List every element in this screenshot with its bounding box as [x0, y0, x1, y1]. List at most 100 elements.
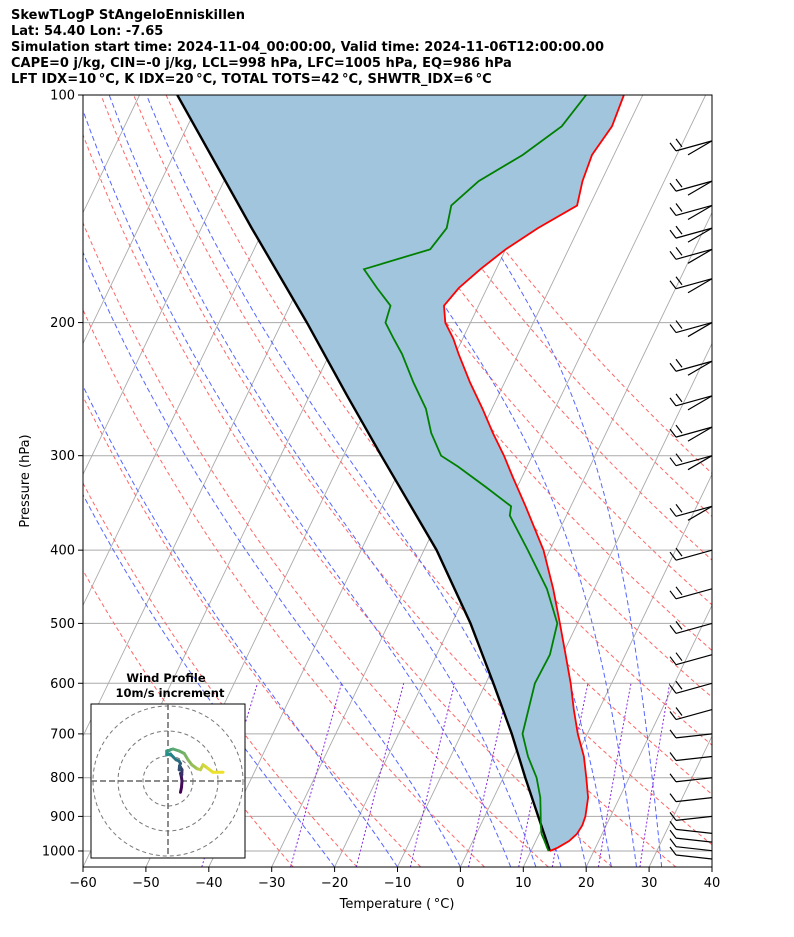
dry-adiabat	[296, 95, 712, 606]
wind-barb-flag	[675, 358, 683, 368]
y-tick-label: 400	[50, 544, 75, 559]
wind-barb-flag	[669, 324, 677, 333]
wind-barb-flag	[669, 362, 677, 372]
wind-barb-flag	[675, 680, 683, 690]
y-tick-label: 500	[50, 617, 75, 632]
dry-adiabat	[83, 482, 358, 867]
wind-barb	[669, 138, 713, 156]
wind-barb	[669, 829, 713, 843]
wind-barb	[669, 812, 713, 821]
wind-barb-staff	[675, 360, 713, 372]
dry-adiabat	[393, 95, 712, 475]
y-tick-label: 100	[50, 89, 75, 104]
y-tick-label: 300	[50, 449, 75, 464]
wind-barb-flag	[675, 246, 683, 256]
wind-barb-flag	[675, 652, 683, 662]
mixing-ratio-line	[409, 683, 456, 867]
wind-barb-staff	[675, 588, 713, 600]
mixing-ratio-line	[290, 683, 343, 867]
wind-barb-staff	[675, 278, 713, 290]
x-tick-label: −40	[195, 876, 222, 891]
wind-barb-staff	[675, 854, 713, 860]
wind-barb	[669, 846, 713, 860]
wind-barb	[669, 178, 713, 196]
wind-barb-staff	[675, 321, 713, 334]
wind-barb-staff	[675, 549, 713, 561]
wind-barb-flag	[669, 457, 677, 467]
wind-barb-flag	[669, 229, 677, 239]
x-tick-label: 10	[515, 876, 532, 891]
wind-barb	[669, 621, 713, 634]
wind-barb-staff	[675, 248, 713, 260]
wind-barb-staff	[675, 395, 713, 407]
wind-barb-flag	[669, 729, 677, 739]
wind-barb	[669, 276, 713, 294]
x-tick-label: −20	[321, 876, 348, 891]
wind-barb-staff	[675, 140, 713, 152]
isotherm-line	[397, 211, 712, 867]
simulation-times: Simulation start time: 2024-11-04_00:00:…	[11, 40, 604, 55]
wind-barb-flag	[675, 320, 683, 329]
wind-barb-flag	[675, 503, 683, 513]
wind-barb-flag	[675, 707, 683, 716]
wind-barb-staff	[687, 140, 713, 156]
x-axis-label: Temperature ( °C)	[339, 897, 455, 912]
moist-adiabat	[312, 95, 637, 867]
x-tick-label: −10	[384, 876, 411, 891]
wind-barb	[669, 393, 713, 411]
wind-barb-staff	[687, 180, 713, 196]
x-axis-ticks: −60 −50 −40 −30 −20 −10 0 10 20 30 40	[69, 867, 720, 891]
wind-barb	[669, 424, 713, 442]
moist-adiabat	[83, 384, 398, 867]
moist-adiabat	[83, 251, 461, 867]
cin-shading	[177, 95, 624, 851]
hodograph-inset: Wind Profile 10m/s increment	[90, 671, 246, 859]
wind-barb	[669, 729, 713, 739]
isotherm-line	[711, 865, 712, 867]
wind-barb	[669, 652, 713, 666]
y-tick-label: 200	[50, 316, 75, 331]
y-tick-label: 600	[50, 677, 75, 692]
wind-barb	[669, 203, 713, 220]
y-axis-ticks: 1000 900 800 700 600 500 400 300 200 100	[42, 89, 83, 859]
hodograph-subtitle: 10m/s increment	[116, 686, 225, 700]
isotherm-line	[83, 95, 266, 476]
wind-barb-flag	[675, 203, 683, 212]
x-tick-label: 20	[578, 876, 595, 891]
wind-barb-flag	[669, 507, 677, 517]
wind-barb-flag	[669, 590, 677, 600]
dry-adiabat	[100, 95, 677, 867]
x-tick-label: 0	[456, 876, 464, 891]
y-tick-label: 800	[50, 771, 75, 786]
wind-barbs	[669, 138, 713, 860]
wind-barb-flag	[675, 586, 683, 596]
wind-barb-staff	[675, 426, 713, 438]
x-tick-label: 40	[704, 876, 721, 891]
wind-barb-staff	[675, 622, 713, 634]
wind-barb	[669, 773, 713, 783]
wind-barb-staff	[687, 505, 713, 521]
profiles	[176, 95, 625, 852]
wind-barb	[669, 752, 713, 762]
wind-barb-flag	[669, 625, 677, 634]
wind-barb-staff	[687, 360, 713, 376]
hodograph-title: Wind Profile	[126, 671, 206, 685]
dry-adiabat	[328, 95, 712, 561]
wind-barb-flag	[669, 829, 677, 839]
moist-adiabat	[83, 493, 335, 867]
wind-barb-flag	[675, 276, 683, 286]
wind-barb-staff	[675, 654, 713, 666]
x-tick-label: −50	[132, 876, 159, 891]
isotherm-line	[0, 95, 77, 867]
moist-adiabat	[83, 108, 512, 867]
wind-barb-staff	[675, 204, 713, 217]
parcel-profile-line	[176, 95, 552, 852]
wind-barb-flag	[669, 551, 677, 561]
wind-barb-staff	[675, 180, 713, 192]
wind-barb-staff	[687, 322, 713, 338]
wind-barb-flag	[669, 280, 677, 290]
wind-barb-flag	[675, 138, 683, 148]
mixing-ratio-line	[468, 683, 510, 867]
y-tick-label: 1000	[42, 844, 75, 859]
